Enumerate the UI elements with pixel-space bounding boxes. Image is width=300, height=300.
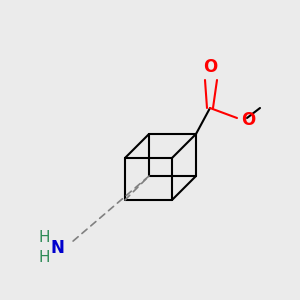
Text: N: N	[50, 239, 64, 257]
Text: H: H	[38, 250, 50, 266]
Text: O: O	[203, 58, 217, 76]
Text: O: O	[241, 111, 255, 129]
Text: H: H	[38, 230, 50, 245]
